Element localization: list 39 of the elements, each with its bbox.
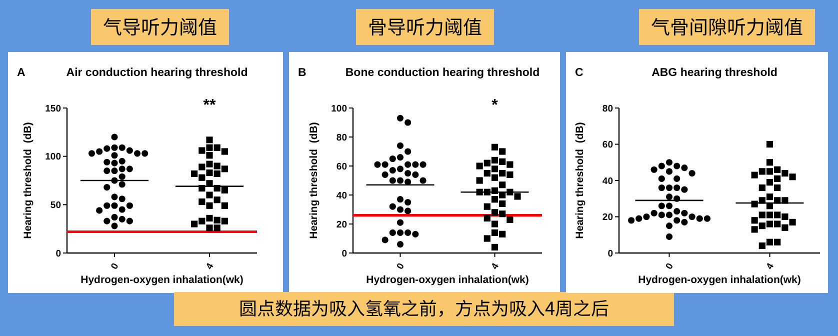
chart-title: 骨导听力阈值 — [368, 13, 482, 40]
x-axis-title: Hydrogen-oxygen inhalation(wk) — [638, 274, 801, 286]
y-axis-title: Hearing threshold (dB) — [22, 122, 34, 239]
y-tick-label: 100 — [331, 103, 347, 114]
x-tick-label: 0 — [664, 261, 676, 272]
chart-title: 气导听力阈值 — [102, 13, 218, 40]
y-tick-label: 80 — [602, 103, 613, 114]
chart-subtitle: Bone conduction hearing threshold — [345, 67, 540, 79]
x-tick-label: 4 — [764, 260, 777, 272]
text: B — [298, 67, 306, 79]
y-tick-label: 60 — [336, 161, 347, 172]
text: C — [575, 67, 584, 79]
x-axis-title: Hydrogen-oxygen inhalation(wk) — [80, 274, 244, 286]
x-tick-label: 4 — [204, 260, 217, 272]
y-axis-title: Hearing threshold (dB) — [308, 122, 320, 239]
y-tick-label: 40 — [602, 176, 613, 187]
text: A — [17, 67, 26, 79]
y-tick-label: 0 — [56, 248, 61, 260]
y-tick-label: 100 — [45, 152, 61, 163]
y-axis-title: Hearing threshold (dB) — [574, 122, 586, 239]
y-tick-label: 150 — [45, 103, 61, 114]
y-tick-label: 20 — [336, 219, 347, 230]
y-tick-label: 50 — [50, 200, 61, 211]
chart-subtitle: ABG hearing threshold — [652, 67, 778, 79]
chart-title: 气骨间隙听力阈值 — [650, 13, 804, 40]
y-tick-label: 20 — [602, 212, 613, 224]
y-tick-label: 80 — [336, 132, 347, 144]
x-tick-label: 0 — [394, 261, 408, 272]
chart-subtitle: Air conduction hearing threshold — [66, 67, 248, 79]
x-axis-title: Hydrogen-oxygen inhalation(wk) — [366, 274, 529, 286]
y-tick-label: 0 — [342, 248, 347, 260]
y-tick-label: 0 — [608, 248, 613, 260]
annotation: ** — [203, 97, 216, 114]
y-tick-label: 40 — [336, 190, 347, 202]
y-tick-label: 60 — [602, 140, 613, 151]
x-tick-label: 4 — [489, 260, 502, 272]
text: 圆点数据为吸入氢氧之前，方点为吸入4周之后 — [239, 295, 609, 321]
annotation: * — [492, 97, 499, 114]
x-tick-label: 0 — [109, 261, 122, 272]
